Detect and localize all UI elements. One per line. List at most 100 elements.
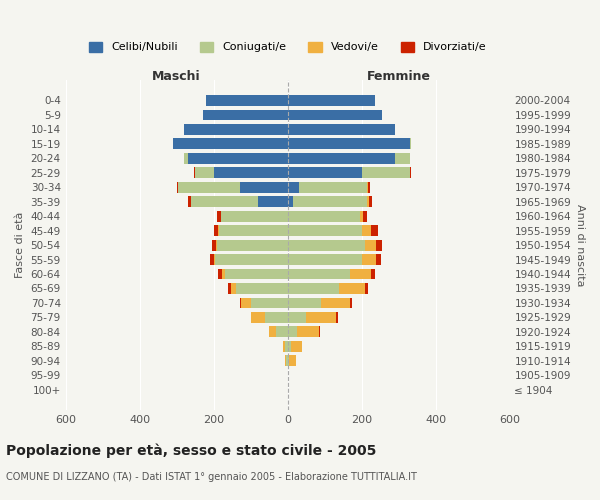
Bar xyxy=(287,95,374,106)
Bar xyxy=(371,268,374,280)
Legend: Celibi/Nubili, Coniugati/e, Vedovi/e, Divorziati/e: Celibi/Nubili, Coniugati/e, Vedovi/e, Di… xyxy=(84,37,491,57)
Bar xyxy=(258,196,287,207)
Bar xyxy=(364,210,367,222)
Bar xyxy=(365,240,376,250)
Bar xyxy=(350,298,352,308)
Bar xyxy=(335,312,338,323)
Bar xyxy=(184,124,287,135)
Bar xyxy=(368,182,370,192)
Bar xyxy=(214,254,215,265)
Bar xyxy=(269,326,277,338)
Bar xyxy=(367,182,368,192)
Bar xyxy=(287,370,289,380)
Bar xyxy=(287,326,297,338)
Bar xyxy=(251,312,265,323)
Bar xyxy=(239,298,241,308)
Bar xyxy=(287,283,340,294)
Bar xyxy=(410,168,411,178)
Bar xyxy=(229,283,232,294)
Bar xyxy=(176,182,178,192)
Bar xyxy=(210,254,214,265)
Bar xyxy=(195,168,214,178)
Bar xyxy=(241,298,251,308)
Bar xyxy=(212,240,216,250)
Bar xyxy=(287,225,362,236)
Bar xyxy=(215,254,287,265)
Bar xyxy=(287,138,410,149)
Bar xyxy=(289,356,296,366)
Bar xyxy=(371,225,378,236)
Bar xyxy=(214,168,287,178)
Y-axis label: Anni di nascita: Anni di nascita xyxy=(575,204,585,286)
Bar xyxy=(217,210,221,222)
Bar xyxy=(293,196,367,207)
Bar xyxy=(283,341,284,351)
Bar xyxy=(277,326,287,338)
Bar xyxy=(376,254,381,265)
Bar xyxy=(214,225,218,236)
Bar xyxy=(178,182,239,192)
Bar xyxy=(188,196,191,207)
Bar xyxy=(287,110,382,120)
Bar xyxy=(191,196,258,207)
Bar xyxy=(251,298,287,308)
Bar xyxy=(369,196,372,207)
Bar xyxy=(319,326,320,338)
Text: Maschi: Maschi xyxy=(152,70,201,83)
Bar xyxy=(306,312,335,323)
Bar xyxy=(287,240,365,250)
Bar xyxy=(287,210,360,222)
Bar xyxy=(350,268,371,280)
Bar xyxy=(287,182,299,192)
Bar xyxy=(285,356,286,366)
Bar xyxy=(340,283,365,294)
Bar xyxy=(299,182,367,192)
Text: COMUNE DI LIZZANO (TA) - Dati ISTAT 1° gennaio 2005 - Elaborazione TUTTITALIA.IT: COMUNE DI LIZZANO (TA) - Dati ISTAT 1° g… xyxy=(6,472,417,482)
Bar xyxy=(287,341,290,351)
Bar xyxy=(239,182,287,192)
Bar xyxy=(216,240,217,250)
Bar xyxy=(360,210,364,222)
Bar xyxy=(365,283,368,294)
Bar xyxy=(203,110,287,120)
Bar xyxy=(362,168,410,178)
Bar xyxy=(236,283,287,294)
Bar xyxy=(287,298,321,308)
Bar xyxy=(218,225,219,236)
Bar xyxy=(217,240,287,250)
Bar xyxy=(287,124,395,135)
Bar xyxy=(218,268,222,280)
Bar xyxy=(395,153,410,164)
Bar xyxy=(222,268,225,280)
Bar xyxy=(206,95,287,106)
Bar xyxy=(287,153,395,164)
Bar xyxy=(287,312,306,323)
Bar xyxy=(284,341,287,351)
Bar xyxy=(221,210,287,222)
Bar xyxy=(286,356,287,366)
Y-axis label: Fasce di età: Fasce di età xyxy=(15,212,25,278)
Bar xyxy=(173,138,287,149)
Bar xyxy=(219,225,287,236)
Bar xyxy=(287,356,289,366)
Bar xyxy=(410,138,412,149)
Bar xyxy=(287,384,289,395)
Bar xyxy=(376,240,382,250)
Bar xyxy=(362,225,371,236)
Bar xyxy=(362,254,376,265)
Bar xyxy=(232,283,236,294)
Bar xyxy=(321,298,350,308)
Bar xyxy=(184,153,188,164)
Bar xyxy=(194,168,195,178)
Text: Femmine: Femmine xyxy=(367,70,431,83)
Bar xyxy=(188,153,287,164)
Bar xyxy=(225,268,287,280)
Bar xyxy=(265,312,287,323)
Bar xyxy=(297,326,319,338)
Bar xyxy=(287,254,362,265)
Bar xyxy=(287,168,362,178)
Bar xyxy=(287,196,293,207)
Bar xyxy=(287,268,350,280)
Bar xyxy=(290,341,302,351)
Bar xyxy=(367,196,369,207)
